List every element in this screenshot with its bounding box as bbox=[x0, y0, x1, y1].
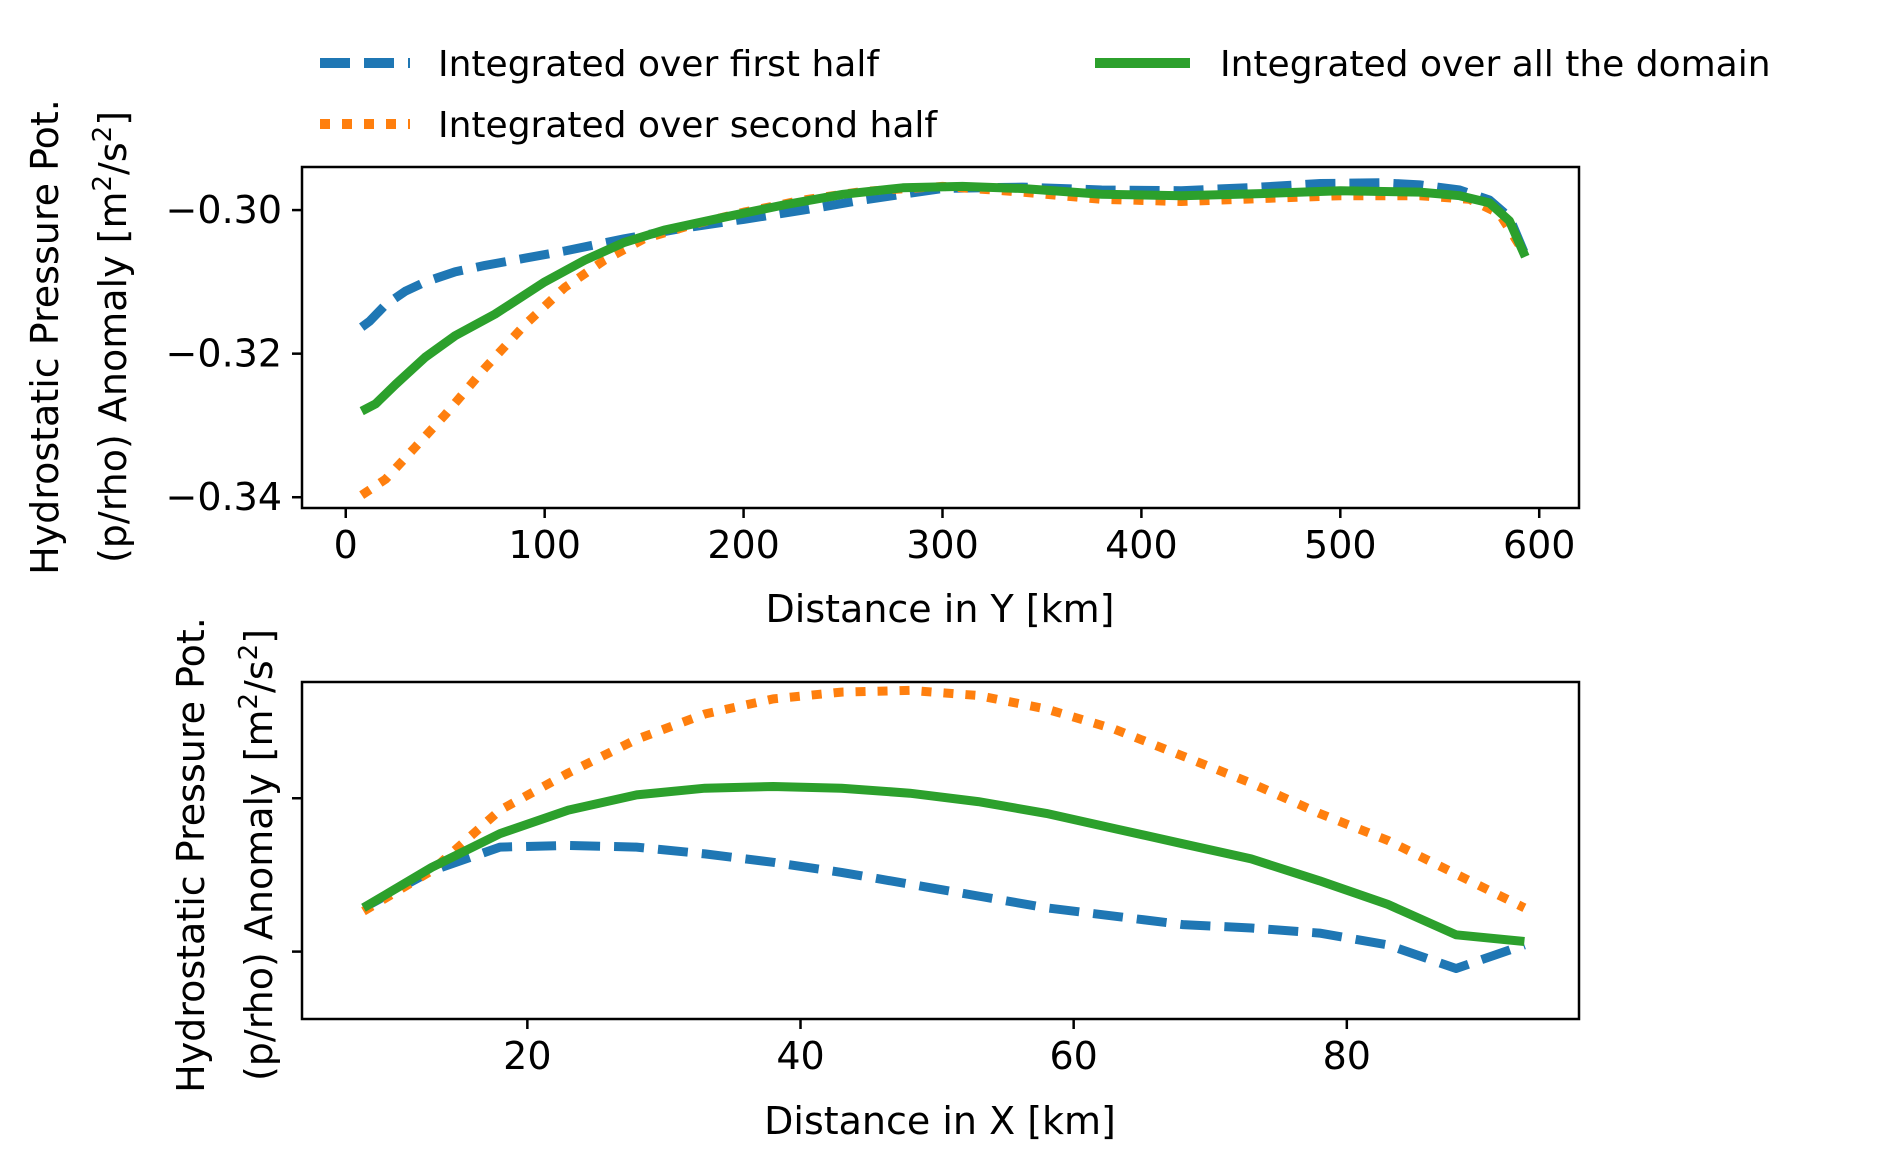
bottom-plot-ticks: 20 40 60 80 bbox=[292, 797, 1371, 1078]
top-plot-x-axis-label: Distance in Y [km] bbox=[766, 587, 1115, 631]
bottom-plot-y-axis-label-line2: (p/rho) Anomaly [m2/s2] bbox=[234, 629, 281, 1081]
bottom-plot-frame bbox=[300, 680, 1581, 1021]
top-plot-x-tick-label: 100 bbox=[508, 523, 581, 567]
top-plot-ticks: 0 100 200 300 400 500 600 −0.30 −0.32 −0.34 bbox=[166, 188, 1576, 567]
top-plot-series-integrated-over-first-half bbox=[359, 178, 1530, 331]
bottom-plot-series bbox=[361, 685, 1527, 973]
top-plot-x-tick-label: 400 bbox=[1105, 523, 1178, 567]
bottom-plot-x-axis-label: Distance in X [km] bbox=[764, 1099, 1116, 1143]
bottom-plot-x-tick-label: 20 bbox=[503, 1034, 551, 1078]
top-plot-x-tick-label: 0 bbox=[334, 523, 358, 567]
top-plot: 0 100 200 300 400 500 600 −0.30 −0.32 −0.34 Dista… bbox=[23, 99, 1581, 631]
bottom-plot-series-integrated-over-second-half bbox=[361, 685, 1527, 916]
top-plot-series bbox=[359, 178, 1530, 499]
top-plot-y-axis-label: Hydrostatic Pressure Pot. (p/rho) Anomal… bbox=[23, 99, 135, 575]
top-plot-x-tick-label: 300 bbox=[906, 523, 979, 567]
legend-label-first-half: Integrated over first half bbox=[438, 44, 880, 85]
top-plot-y-axis-label-line1: Hydrostatic Pressure Pot. bbox=[23, 99, 67, 575]
top-plot-x-tick-label: 500 bbox=[1304, 523, 1377, 567]
top-plot-y-tick-label: −0.30 bbox=[166, 188, 282, 232]
bottom-plot-y-axis-label-line1: Hydrostatic Pressure Pot. bbox=[169, 617, 213, 1093]
top-plot-y-axis-label-line2: (p/rho) Anomaly [m2/s2] bbox=[88, 111, 135, 563]
bottom-plot-x-tick-label: 40 bbox=[776, 1034, 824, 1078]
legend-label-all-domain: Integrated over all the domain bbox=[1220, 44, 1771, 85]
top-plot-frame bbox=[300, 165, 1581, 510]
top-plot-series-integrated-over-all-the-domain bbox=[359, 181, 1530, 416]
legend: Integrated over first half Integrated ov… bbox=[320, 44, 1771, 146]
top-plot-x-tick-label: 200 bbox=[707, 523, 780, 567]
bottom-plot-series-integrated-over-all-the-domain bbox=[361, 782, 1525, 946]
top-plot-y-tick-label: −0.34 bbox=[166, 475, 282, 519]
bottom-plot-x-tick-label: 60 bbox=[1049, 1034, 1097, 1078]
bottom-plot-y-axis-label: Hydrostatic Pressure Pot. (p/rho) Anomal… bbox=[169, 617, 281, 1093]
top-plot-series-integrated-over-second-half bbox=[359, 181, 1530, 499]
top-plot-x-tick-label: 600 bbox=[1503, 523, 1576, 567]
legend-label-second-half: Integrated over second half bbox=[438, 105, 938, 146]
bottom-plot: 20 40 60 80 Distance in X [km] Hydrostatic … bbox=[169, 617, 1581, 1143]
top-plot-y-tick-label: −0.32 bbox=[166, 332, 282, 376]
bottom-plot-x-tick-label: 80 bbox=[1323, 1034, 1371, 1078]
bottom-plot-series-integrated-over-first-half bbox=[361, 840, 1526, 973]
